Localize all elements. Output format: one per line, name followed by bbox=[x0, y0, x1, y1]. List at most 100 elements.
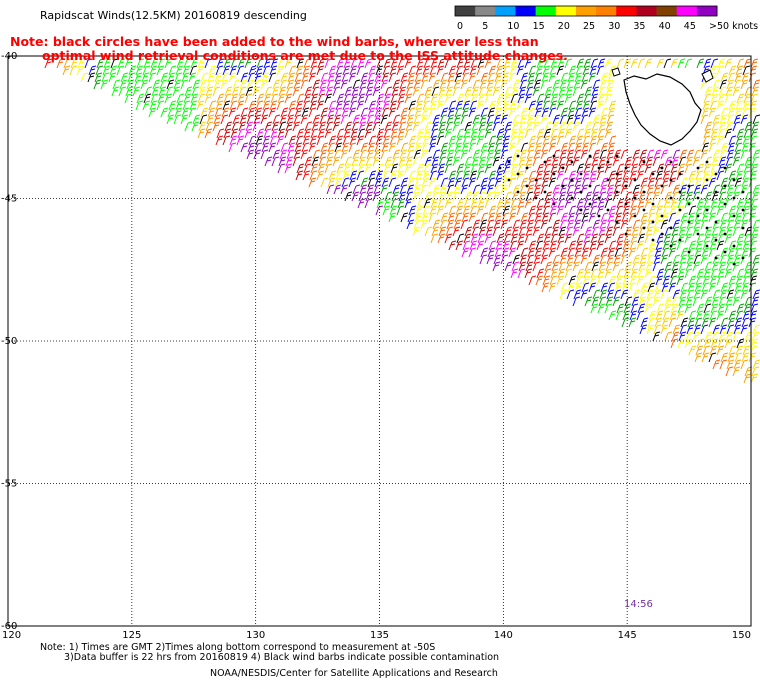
wind-barb bbox=[736, 58, 745, 69]
wind-barb bbox=[742, 65, 751, 76]
wind-barb bbox=[492, 86, 501, 97]
wind-barb bbox=[471, 121, 480, 132]
wind-barb bbox=[536, 58, 545, 69]
wind-barb bbox=[752, 114, 760, 125]
wind-barb bbox=[374, 107, 383, 118]
wind-barb bbox=[309, 100, 318, 111]
legend-swatch bbox=[636, 6, 658, 16]
contamination-dot bbox=[633, 196, 637, 200]
wind-barb bbox=[432, 114, 441, 125]
contamination-dot bbox=[633, 214, 637, 218]
wind-barb bbox=[103, 58, 112, 69]
contamination-dot bbox=[543, 160, 547, 164]
wind-barb bbox=[413, 114, 422, 125]
wind-barb bbox=[176, 93, 185, 104]
wind-barb bbox=[476, 100, 485, 111]
wind-barb bbox=[549, 65, 558, 76]
wind-barb bbox=[404, 58, 413, 69]
wind-barb bbox=[733, 114, 742, 125]
wind-barb bbox=[736, 93, 745, 104]
wind-barb bbox=[454, 107, 463, 118]
contamination-dot bbox=[579, 190, 583, 194]
wind-barb bbox=[208, 65, 217, 76]
wind-barb bbox=[320, 107, 329, 118]
wind-barb bbox=[109, 65, 118, 76]
contamination-dot bbox=[741, 208, 745, 212]
wind-barb bbox=[374, 72, 383, 83]
wind-barb bbox=[535, 100, 544, 111]
wind-barb bbox=[335, 65, 344, 76]
wind-barb bbox=[605, 86, 614, 97]
wind-barb bbox=[478, 86, 487, 97]
wind-barb bbox=[469, 135, 478, 146]
wind-barb bbox=[326, 114, 335, 125]
wind-barb bbox=[495, 100, 504, 111]
wind-barb bbox=[463, 58, 472, 69]
wind-barb bbox=[183, 93, 192, 104]
wind-barb bbox=[508, 107, 517, 118]
wind-barb bbox=[351, 121, 360, 132]
wind-barbs-layer bbox=[44, 58, 760, 384]
wind-barb bbox=[452, 86, 461, 97]
wind-barb bbox=[519, 114, 528, 125]
wind-barb bbox=[391, 121, 400, 132]
wind-barb bbox=[349, 135, 358, 146]
wind-barb bbox=[356, 65, 365, 76]
contamination-dot bbox=[669, 244, 673, 248]
wind-barb bbox=[510, 93, 519, 104]
lon-tick-label: 130 bbox=[246, 630, 265, 641]
wind-barb bbox=[414, 107, 423, 118]
wind-barb bbox=[350, 58, 359, 69]
wind-barb bbox=[477, 58, 486, 69]
wind-barb bbox=[606, 79, 615, 90]
wind-barb bbox=[310, 93, 319, 104]
wind-barb bbox=[245, 86, 254, 97]
wind-barb bbox=[718, 121, 727, 132]
contamination-dot bbox=[597, 196, 601, 200]
wind-barb bbox=[728, 100, 737, 111]
wind-barb bbox=[167, 72, 176, 83]
wind-barb bbox=[277, 58, 286, 69]
wind-barb bbox=[456, 93, 465, 104]
wind-barb bbox=[541, 72, 550, 83]
wind-barb bbox=[743, 58, 752, 69]
wind-barb bbox=[552, 114, 561, 125]
lon-tick-label: 125 bbox=[122, 630, 141, 641]
wind-barb bbox=[576, 93, 585, 104]
wind-barb bbox=[455, 65, 464, 76]
wind-barb bbox=[406, 114, 415, 125]
contamination-dot bbox=[606, 208, 610, 212]
wind-barb bbox=[716, 100, 725, 111]
wind-barb bbox=[440, 72, 449, 83]
wind-barb bbox=[608, 100, 617, 111]
wind-barb bbox=[319, 79, 328, 90]
wind-barb bbox=[700, 114, 709, 125]
wind-barb bbox=[528, 100, 537, 111]
wind-barb bbox=[206, 79, 215, 90]
contamination-dot bbox=[660, 166, 664, 170]
legend-label: 25 bbox=[583, 21, 595, 32]
wind-barb bbox=[462, 135, 471, 146]
wind-barb bbox=[520, 107, 529, 118]
wind-barb bbox=[255, 65, 264, 76]
wind-barb bbox=[740, 79, 749, 90]
wind-barb bbox=[589, 65, 598, 76]
lat-tick-label: -40 bbox=[1, 51, 17, 62]
wind-barb bbox=[412, 86, 421, 97]
wind-barb bbox=[166, 114, 175, 125]
wind-barb bbox=[727, 107, 736, 118]
wind-barb bbox=[296, 128, 305, 139]
wind-barb bbox=[480, 107, 489, 118]
contamination-dot bbox=[615, 190, 619, 194]
wind-barb bbox=[160, 107, 169, 118]
wind-barb bbox=[512, 114, 521, 125]
wind-barb bbox=[597, 93, 606, 104]
wind-barb bbox=[567, 107, 576, 118]
wind-barb bbox=[677, 58, 686, 69]
wind-barb bbox=[239, 114, 248, 125]
wind-barb bbox=[567, 72, 576, 83]
wind-barb bbox=[492, 121, 501, 132]
legend-label: 20 bbox=[558, 21, 570, 32]
wind-barb bbox=[359, 79, 368, 90]
wind-barb bbox=[310, 128, 319, 139]
